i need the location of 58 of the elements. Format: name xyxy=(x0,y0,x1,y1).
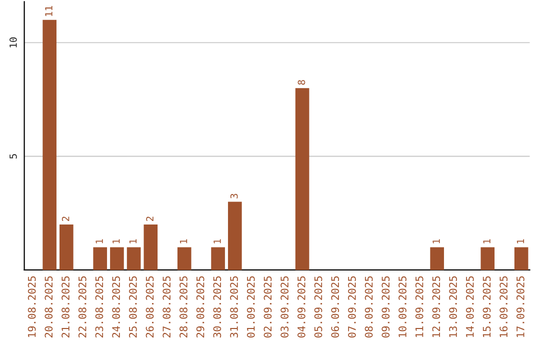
x-tick-label: 29.08.2025 xyxy=(196,276,204,338)
data-label: 1 xyxy=(432,239,440,244)
data-label: 1 xyxy=(516,239,524,244)
data-label: 1 xyxy=(483,239,490,244)
x-tick-label: 14.09.2025 xyxy=(466,276,474,337)
data-label: 2 xyxy=(146,216,154,221)
x-tick-label: 31.08.2025 xyxy=(230,276,238,338)
bar xyxy=(60,224,74,270)
x-tick-label: 10.09.2025 xyxy=(398,276,406,337)
x-tick-label: 20.08.2025 xyxy=(44,276,53,338)
x-tick-label: 06.09.2025 xyxy=(331,276,340,338)
x-tick-label: 21.08.2025 xyxy=(62,276,70,338)
x-tick-label: 13.09.2025 xyxy=(449,276,457,337)
bar xyxy=(480,247,495,270)
bar xyxy=(42,20,56,270)
data-label: 1 xyxy=(96,239,103,244)
x-tick-label: 24.08.2025 xyxy=(112,276,120,338)
data-label: 11 xyxy=(45,6,52,16)
x-tick-label: 11.09.2025 xyxy=(415,276,424,337)
x-tick-label: 02.09.2025 xyxy=(264,276,272,338)
x-tick-label: 19.08.2025 xyxy=(28,276,36,337)
bar xyxy=(93,247,108,270)
y-tick-label: 5 xyxy=(10,154,17,159)
data-label: 2 xyxy=(62,216,70,221)
x-tick-label: 17.09.2025 xyxy=(516,276,524,337)
x-tick-label: 27.08.2025 xyxy=(162,276,171,338)
x-tick-label: 28.08.2025 xyxy=(180,276,188,338)
x-tick-label: 26.08.2025 xyxy=(146,276,154,338)
bar xyxy=(126,247,141,270)
x-tick-label: 30.08.2025 xyxy=(213,276,222,338)
x-tick-label: 04.09.2025 xyxy=(297,276,306,338)
bar xyxy=(144,224,158,270)
bar xyxy=(228,202,242,270)
x-tick-label: 16.09.2025 xyxy=(500,276,508,337)
data-label: 8 xyxy=(298,80,306,85)
x-tick-label: 08.09.2025 xyxy=(364,276,373,338)
data-label: 1 xyxy=(180,239,188,244)
x-tick-label: 22.08.2025 xyxy=(78,276,86,338)
bar xyxy=(110,247,124,270)
x-tick-label: 03.09.2025 xyxy=(280,276,288,338)
bar xyxy=(514,247,528,270)
x-tick-label: 07.09.2025 xyxy=(348,276,356,338)
bar xyxy=(211,247,225,270)
data-label: 1 xyxy=(214,239,221,244)
bar xyxy=(177,247,192,270)
data-label: 3 xyxy=(230,194,238,198)
x-tick-label: 09.09.2025 xyxy=(382,276,390,338)
y-tick-label: 10 xyxy=(10,37,17,48)
x-tick-label: 05.09.2025 xyxy=(314,276,322,338)
bar xyxy=(295,88,310,270)
bar xyxy=(430,247,444,270)
x-tick-label: 12.09.2025 xyxy=(432,276,440,337)
x-tick-label: 01.09.2025 xyxy=(246,276,255,338)
x-tick-label: 25.08.2025 xyxy=(128,276,137,338)
data-label: 1 xyxy=(112,239,120,244)
x-tick-label: 15.09.2025 xyxy=(482,276,491,337)
x-tick-label: 23.08.2025 xyxy=(95,276,104,338)
data-label: 1 xyxy=(129,239,137,244)
